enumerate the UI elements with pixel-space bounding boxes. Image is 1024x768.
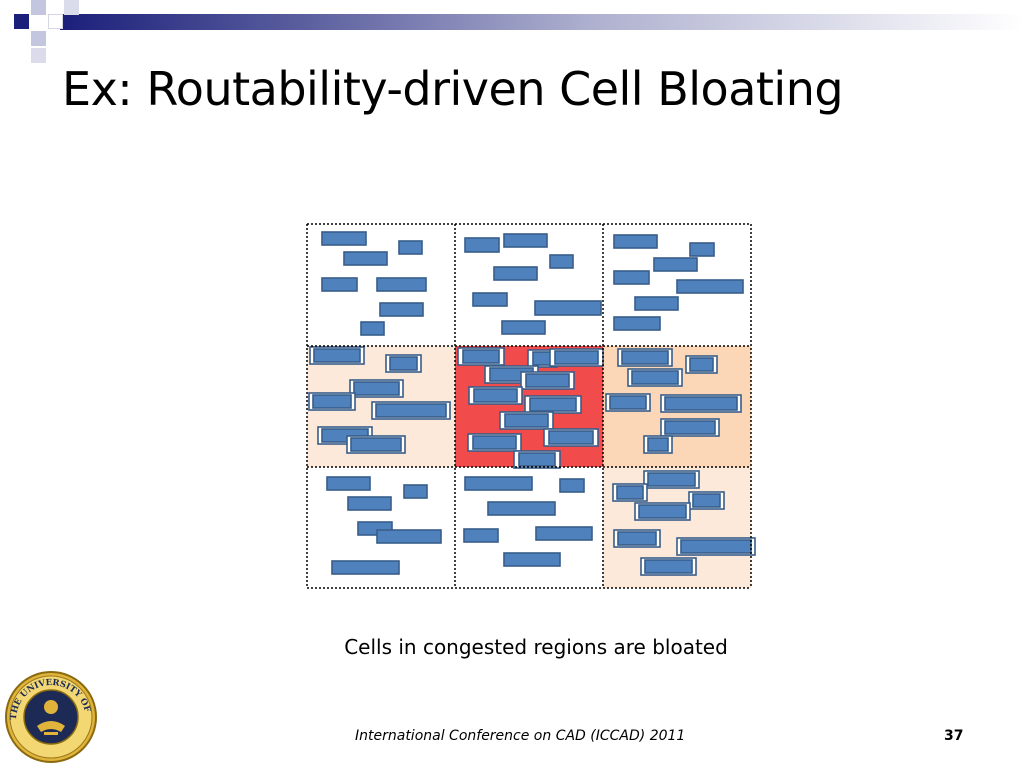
bin-grid — [306, 223, 752, 589]
placed-cell — [689, 357, 714, 372]
placed-cell — [548, 430, 594, 445]
placed-cell — [376, 277, 427, 292]
placed-cell — [503, 552, 561, 567]
diagram-caption: Cells in congested regions are bloated — [344, 635, 728, 659]
placed-cell — [398, 240, 423, 255]
placed-cells — [308, 231, 756, 576]
placed-cell — [621, 350, 669, 365]
deco-square — [14, 31, 29, 46]
placed-cell — [689, 242, 715, 257]
placed-cell — [692, 493, 721, 508]
placed-cell — [463, 528, 499, 543]
placed-cell — [525, 373, 570, 388]
placed-cell — [644, 559, 693, 574]
footer-conference: International Conference on CAD (ICCAD) … — [355, 728, 686, 744]
placed-cell — [664, 420, 716, 435]
placed-cell — [347, 496, 392, 511]
placed-cell — [647, 437, 669, 452]
placed-cell — [613, 234, 658, 249]
placed-cell — [493, 266, 538, 281]
placed-cell — [353, 381, 400, 396]
placed-cell — [503, 233, 548, 248]
placed-cell — [680, 539, 752, 554]
placed-cell — [653, 257, 698, 272]
placed-cell — [487, 501, 556, 516]
deco-square — [48, 14, 63, 29]
placed-cell — [326, 476, 371, 491]
deco-square — [31, 48, 46, 63]
placed-cell — [472, 435, 517, 450]
cell-bloating-diagram — [306, 223, 756, 589]
placed-cell — [376, 529, 442, 544]
placed-cell — [613, 316, 661, 331]
placed-cell — [664, 396, 738, 411]
placed-cell — [613, 270, 650, 285]
placed-cell — [473, 388, 518, 403]
placed-cell — [313, 348, 361, 363]
placed-cell — [343, 251, 388, 266]
deco-square — [31, 31, 46, 46]
placed-cell — [559, 478, 585, 493]
placed-cell — [529, 397, 577, 412]
placed-cell — [617, 531, 657, 546]
title-decoration-bar — [60, 14, 1024, 30]
placed-cell — [464, 476, 533, 491]
placed-cell — [647, 472, 696, 487]
placed-cell — [549, 254, 574, 269]
placed-cell — [609, 395, 647, 410]
placed-cell — [321, 277, 358, 292]
deco-square — [48, 31, 63, 46]
placed-cell — [532, 351, 553, 366]
placed-cell — [350, 437, 402, 452]
university-seal-logo: THE UNIVERSITY OF MICHIGAN 1817 — [4, 670, 97, 763]
placed-cell — [464, 237, 500, 253]
deco-square — [31, 0, 46, 15]
placed-cell — [501, 320, 546, 335]
placed-cell — [312, 394, 352, 409]
placed-cell — [462, 349, 500, 364]
placed-cell — [554, 350, 599, 365]
deco-square — [64, 0, 79, 15]
placed-cell — [631, 370, 679, 385]
placed-cell — [638, 504, 687, 519]
placed-cell — [360, 321, 385, 336]
placed-cell — [634, 296, 679, 311]
placed-cell — [472, 292, 508, 307]
deco-square — [14, 14, 29, 29]
placed-cell — [321, 231, 367, 246]
placed-cell — [389, 356, 418, 371]
placed-cell — [403, 484, 428, 499]
placed-cell — [331, 560, 400, 575]
placed-cell — [375, 403, 447, 418]
placed-cell — [518, 452, 556, 467]
placed-cell — [504, 413, 549, 428]
placed-cell — [379, 302, 424, 317]
placed-cell — [676, 279, 744, 294]
placed-cell — [535, 526, 593, 541]
placed-cell — [616, 485, 644, 500]
slide-title: Ex: Routability-driven Cell Bloating — [62, 62, 844, 116]
placed-cell — [534, 300, 602, 316]
slide-number: 37 — [944, 728, 964, 744]
